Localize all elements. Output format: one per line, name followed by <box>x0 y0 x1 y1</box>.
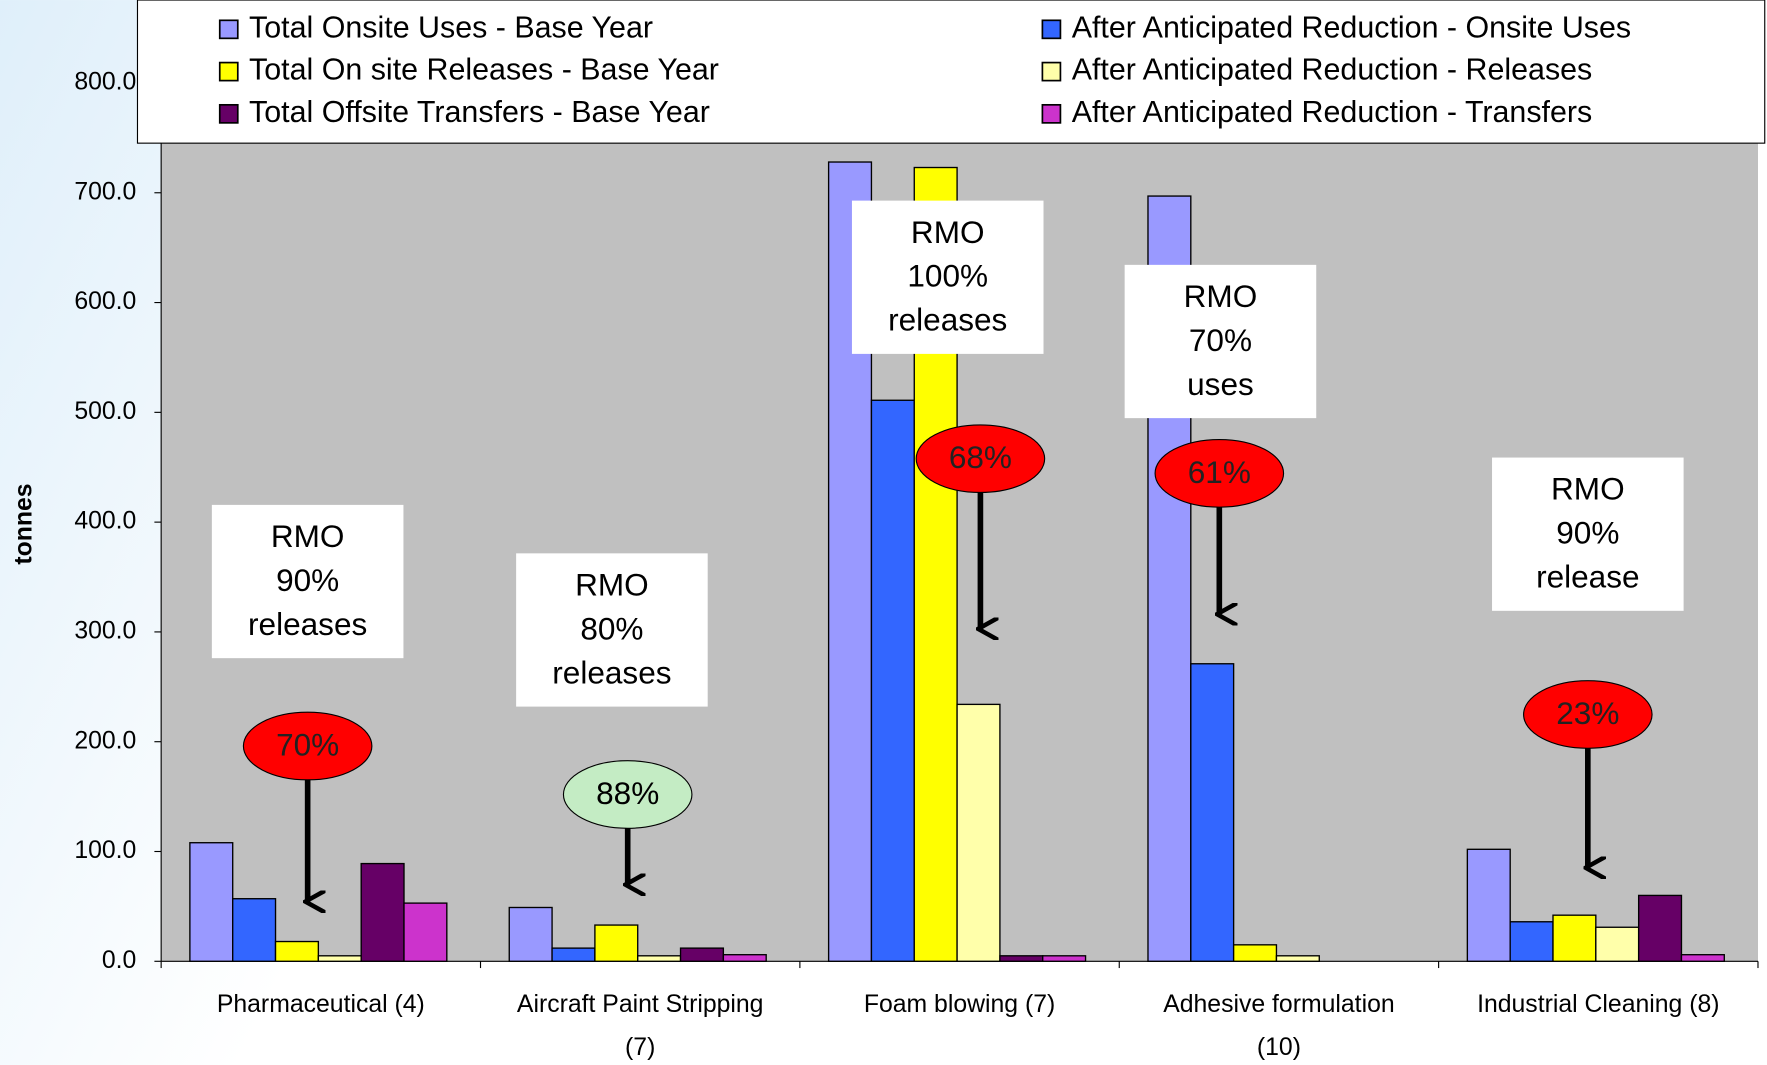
annotation-box <box>1492 457 1684 611</box>
bar <box>637 955 682 962</box>
bar <box>189 842 234 962</box>
badge <box>562 760 693 829</box>
x-tick-label: Pharmaceutical (4) <box>217 991 425 1018</box>
bar <box>999 955 1044 962</box>
bar <box>403 902 448 962</box>
legend-swatch <box>218 19 239 40</box>
y-tick-label: 300.0 <box>74 617 136 644</box>
annotation-box <box>1124 264 1317 419</box>
annotation-text: 90% <box>1556 515 1619 551</box>
annotation-text: releases <box>552 654 671 690</box>
annotation-text: uses <box>1187 366 1254 402</box>
annotation-box <box>851 200 1044 354</box>
legend-label: Total On site Releases - Base Year <box>249 53 719 87</box>
legend-label: After Anticipated Reduction - Transfers <box>1072 95 1593 129</box>
bar <box>870 399 915 962</box>
legend-swatch <box>1041 103 1062 124</box>
bar <box>1637 894 1683 962</box>
y-axis-label: tonnes <box>10 483 37 564</box>
x-tick-label: Industrial Cleaning (8) <box>1477 991 1719 1018</box>
bar <box>594 924 639 962</box>
legend-swatch <box>1041 61 1062 82</box>
y-tick-label: 600.0 <box>74 288 136 315</box>
x-tick-label: Adhesive formulation (10) <box>1163 991 1394 1061</box>
bar <box>360 862 405 962</box>
bar <box>1042 955 1087 962</box>
legend-swatch <box>218 103 239 124</box>
bar <box>956 703 1001 962</box>
bar <box>1232 944 1278 962</box>
annotation-text: releases <box>888 302 1007 338</box>
annotation-text: 70% <box>1189 322 1252 358</box>
legend-label: After Anticipated Reduction - Onsite Use… <box>1072 10 1631 44</box>
y-tick-label: 800.0 <box>74 69 136 96</box>
badge <box>1523 680 1653 749</box>
bar <box>679 947 725 962</box>
badge-text: 68% <box>949 439 1012 475</box>
badge <box>915 424 1046 494</box>
y-tick-label: 500.0 <box>74 398 136 425</box>
y-tick-label: 400.0 <box>74 508 136 535</box>
badge <box>1154 438 1285 508</box>
annotation-text: 80% <box>580 610 643 646</box>
bar <box>1190 663 1235 962</box>
bar <box>1680 954 1725 962</box>
legend-label: Total Offsite Transfers - Base Year <box>249 95 710 129</box>
bar <box>232 898 277 962</box>
bar <box>722 954 767 962</box>
bar <box>1275 955 1320 962</box>
annotation-text: RMO <box>1551 471 1625 507</box>
badge-text: 61% <box>1188 454 1251 490</box>
annotation-text: 100% <box>907 258 988 294</box>
x-tick-label: Foam blowing (7) <box>864 991 1055 1018</box>
annotation-box <box>516 553 708 707</box>
annotation-text: RMO <box>271 518 345 554</box>
legend <box>136 0 1766 144</box>
badge <box>242 711 373 781</box>
badge-text: 70% <box>276 727 339 763</box>
y-tick-label: 0.0 <box>102 947 136 974</box>
y-tick-label: 200.0 <box>74 727 136 754</box>
bar <box>1466 848 1511 962</box>
y-tick-label: 700.0 <box>74 178 136 205</box>
bar <box>1509 921 1554 962</box>
annotation-text: RMO <box>911 214 985 250</box>
y-tick-label: 100.0 <box>74 837 136 864</box>
annotation-box <box>211 504 404 659</box>
badge-text: 88% <box>596 775 659 811</box>
legend-label: After Anticipated Reduction - Releases <box>1072 53 1593 87</box>
bar <box>551 947 596 962</box>
bar <box>508 906 553 962</box>
annotation-text: RMO <box>575 566 649 602</box>
x-tick-label: Aircraft Paint Stripping (7) <box>517 991 764 1061</box>
legend-swatch <box>1041 19 1062 40</box>
bar <box>1595 926 1640 962</box>
legend-swatch <box>218 61 239 82</box>
annotation-text: 90% <box>276 562 339 598</box>
bar <box>274 940 320 962</box>
bar <box>1552 914 1597 962</box>
annotation-text: release <box>1536 559 1639 595</box>
badge-text: 23% <box>1556 695 1619 731</box>
legend-label: Total Onsite Uses - Base Year <box>249 10 653 44</box>
annotation-text: RMO <box>1184 278 1258 314</box>
bar <box>317 955 362 962</box>
annotation-text: releases <box>248 606 367 642</box>
